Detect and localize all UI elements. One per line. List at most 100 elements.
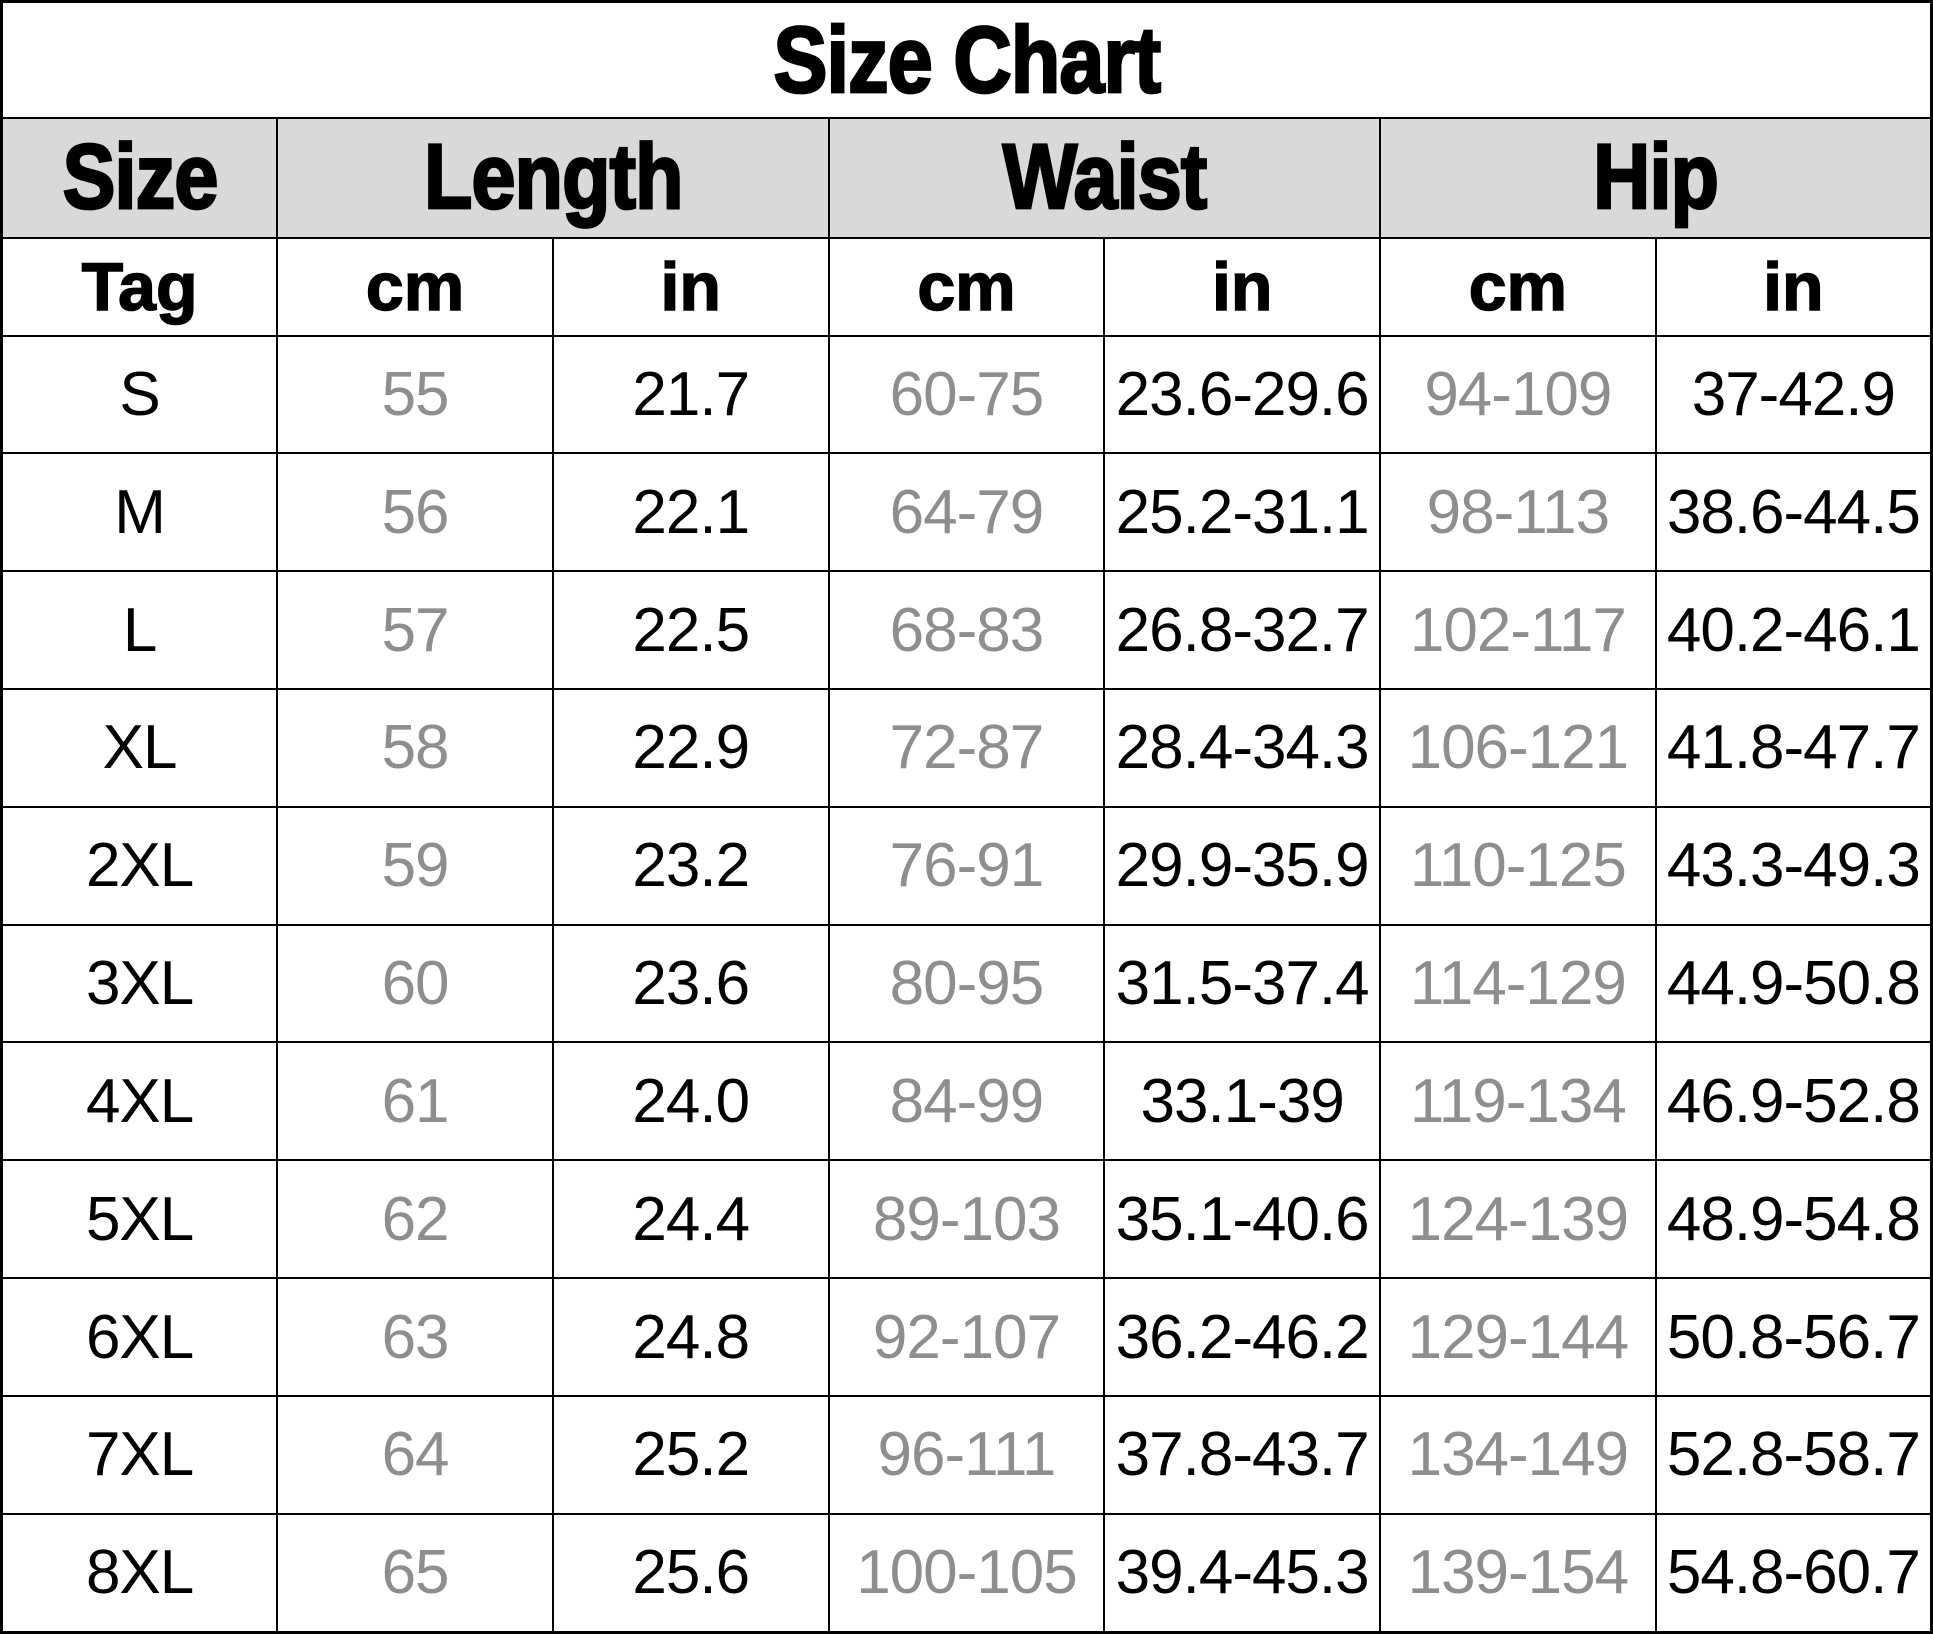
cell-hip-in: 38.6-44.5 bbox=[1654, 452, 1933, 573]
cell-waist-cm: 72-87 bbox=[827, 687, 1106, 808]
cell-length-in: 24.8 bbox=[551, 1277, 830, 1397]
subheader-hip-in: in bbox=[1654, 236, 1933, 337]
cell-length-cm: 59 bbox=[276, 805, 554, 926]
cell-hip-cm: 102-117 bbox=[1379, 570, 1657, 690]
subheader-length-in: in bbox=[551, 236, 830, 337]
cell-length-cm: 62 bbox=[276, 1159, 554, 1280]
cell-length-cm: 60 bbox=[276, 923, 554, 1044]
row-l: L 57 22.5 68-83 26.8-32.7 102-117 40.2-4… bbox=[0, 570, 1933, 690]
cell-hip-in: 46.9-52.8 bbox=[1654, 1041, 1933, 1162]
cell-length-cm: 61 bbox=[276, 1041, 554, 1162]
cell-hip-cm: 106-121 bbox=[1379, 687, 1657, 808]
cell-waist-in: 31.5-37.4 bbox=[1103, 923, 1382, 1044]
cell-tag: 5XL bbox=[0, 1159, 279, 1280]
row-xl: XL 58 22.9 72-87 28.4-34.3 106-121 41.8-… bbox=[0, 687, 1933, 808]
cell-waist-cm: 60-75 bbox=[827, 334, 1106, 455]
cell-hip-cm: 129-144 bbox=[1379, 1277, 1657, 1397]
header-hip: Hip bbox=[1379, 116, 1933, 239]
cell-waist-in: 36.2-46.2 bbox=[1103, 1277, 1382, 1397]
cell-length-cm: 65 bbox=[276, 1512, 554, 1634]
cell-hip-in: 37-42.9 bbox=[1654, 334, 1933, 455]
cell-waist-in: 39.4-45.3 bbox=[1103, 1512, 1382, 1634]
row-4xl: 4XL 61 24.0 84-99 33.1-39 119-134 46.9-5… bbox=[0, 1041, 1933, 1162]
subheader-waist-in: in bbox=[1103, 236, 1382, 337]
cell-hip-in: 44.9-50.8 bbox=[1654, 923, 1933, 1044]
cell-hip-cm: 98-113 bbox=[1379, 452, 1657, 573]
cell-waist-in: 23.6-29.6 bbox=[1103, 334, 1382, 455]
cell-waist-cm: 96-111 bbox=[827, 1394, 1106, 1515]
header-waist-label: Waist bbox=[1001, 125, 1208, 230]
header-length-label: Length bbox=[422, 125, 684, 230]
chart-title-cell: Size Chart bbox=[0, 0, 1933, 119]
cell-waist-cm: 68-83 bbox=[827, 570, 1106, 690]
cell-length-in: 22.1 bbox=[551, 452, 830, 573]
cell-length-in: 23.2 bbox=[551, 805, 830, 926]
cell-hip-in: 50.8-56.7 bbox=[1654, 1277, 1933, 1397]
row-s: S 55 21.7 60-75 23.6-29.6 94-109 37-42.9 bbox=[0, 334, 1933, 455]
header-hip-label: Hip bbox=[1592, 125, 1720, 230]
row-m: M 56 22.1 64-79 25.2-31.1 98-113 38.6-44… bbox=[0, 452, 1933, 573]
header-size-label: Size bbox=[61, 125, 219, 230]
row-3xl: 3XL 60 23.6 80-95 31.5-37.4 114-129 44.9… bbox=[0, 923, 1933, 1044]
cell-waist-in: 33.1-39 bbox=[1103, 1041, 1382, 1162]
cell-hip-in: 43.3-49.3 bbox=[1654, 805, 1933, 926]
cell-hip-cm: 124-139 bbox=[1379, 1159, 1657, 1280]
cell-length-cm: 64 bbox=[276, 1394, 554, 1515]
cell-hip-cm: 139-154 bbox=[1379, 1512, 1657, 1634]
cell-waist-cm: 80-95 bbox=[827, 923, 1106, 1044]
cell-hip-cm: 110-125 bbox=[1379, 805, 1657, 926]
row-5xl: 5XL 62 24.4 89-103 35.1-40.6 124-139 48.… bbox=[0, 1159, 1933, 1280]
cell-waist-cm: 100-105 bbox=[827, 1512, 1106, 1634]
chart-title: Size Chart bbox=[772, 5, 1162, 113]
cell-tag: 8XL bbox=[0, 1512, 279, 1634]
cell-length-cm: 55 bbox=[276, 334, 554, 455]
cell-waist-cm: 89-103 bbox=[827, 1159, 1106, 1280]
row-6xl: 6XL 63 24.8 92-107 36.2-46.2 129-144 50.… bbox=[0, 1277, 1933, 1397]
header-size: Size bbox=[0, 116, 279, 239]
cell-tag: S bbox=[0, 334, 279, 455]
subheader-tag-label: Tag bbox=[81, 248, 198, 325]
cell-length-in: 22.9 bbox=[551, 687, 830, 808]
row-7xl: 7XL 64 25.2 96-111 37.8-43.7 134-149 52.… bbox=[0, 1394, 1933, 1515]
row-2xl: 2XL 59 23.2 76-91 29.9-35.9 110-125 43.3… bbox=[0, 805, 1933, 926]
cell-waist-in: 26.8-32.7 bbox=[1103, 570, 1382, 690]
cell-waist-in: 28.4-34.3 bbox=[1103, 687, 1382, 808]
cell-length-in: 24.0 bbox=[551, 1041, 830, 1162]
cell-hip-in: 48.9-54.8 bbox=[1654, 1159, 1933, 1280]
group-header-row: Size Length Waist Hip bbox=[0, 116, 1933, 239]
cell-hip-in: 54.8-60.7 bbox=[1654, 1512, 1933, 1634]
subheader-tag: Tag bbox=[0, 236, 279, 337]
cell-waist-cm: 84-99 bbox=[827, 1041, 1106, 1162]
cell-length-cm: 63 bbox=[276, 1277, 554, 1397]
cell-length-in: 25.2 bbox=[551, 1394, 830, 1515]
cell-length-in: 22.5 bbox=[551, 570, 830, 690]
cell-hip-in: 52.8-58.7 bbox=[1654, 1394, 1933, 1515]
cell-tag: 3XL bbox=[0, 923, 279, 1044]
subheader-length-cm-label: cm bbox=[365, 248, 465, 325]
cell-length-in: 23.6 bbox=[551, 923, 830, 1044]
header-length: Length bbox=[276, 116, 830, 239]
cell-tag: 2XL bbox=[0, 805, 279, 926]
cell-tag: M bbox=[0, 452, 279, 573]
subheader-length-cm: cm bbox=[276, 236, 554, 337]
cell-length-cm: 57 bbox=[276, 570, 554, 690]
cell-hip-cm: 119-134 bbox=[1379, 1041, 1657, 1162]
cell-length-cm: 58 bbox=[276, 687, 554, 808]
cell-length-cm: 56 bbox=[276, 452, 554, 573]
subheader-waist-in-label: in bbox=[1211, 248, 1273, 325]
subheader-hip-in-label: in bbox=[1762, 248, 1824, 325]
cell-length-in: 21.7 bbox=[551, 334, 830, 455]
cell-waist-in: 25.2-31.1 bbox=[1103, 452, 1382, 573]
cell-waist-cm: 76-91 bbox=[827, 805, 1106, 926]
subheader-hip-cm: cm bbox=[1379, 236, 1657, 337]
cell-tag: 7XL bbox=[0, 1394, 279, 1515]
cell-tag: 4XL bbox=[0, 1041, 279, 1162]
cell-waist-in: 37.8-43.7 bbox=[1103, 1394, 1382, 1515]
subheader-hip-cm-label: cm bbox=[1468, 248, 1568, 325]
cell-hip-in: 41.8-47.7 bbox=[1654, 687, 1933, 808]
sub-header-row: Tag cm in cm in cm in bbox=[0, 236, 1933, 337]
row-8xl: 8XL 65 25.6 100-105 39.4-45.3 139-154 54… bbox=[0, 1512, 1933, 1634]
cell-waist-in: 35.1-40.6 bbox=[1103, 1159, 1382, 1280]
cell-length-in: 25.6 bbox=[551, 1512, 830, 1634]
